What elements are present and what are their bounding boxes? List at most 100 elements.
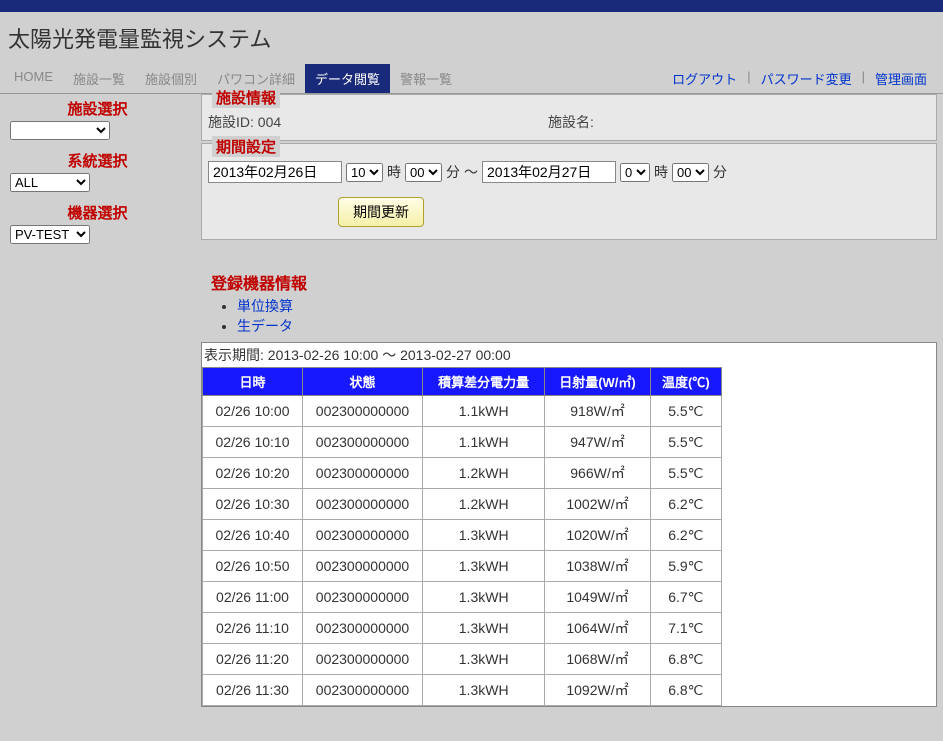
unit-conversion-link[interactable]: 単位換算 [237, 298, 293, 314]
tilde: ～ [464, 162, 478, 182]
table-cell: 7.1℃ [650, 613, 721, 644]
table-cell: 5.5℃ [650, 396, 721, 427]
end-date-input[interactable] [482, 161, 616, 183]
table-cell: 002300000000 [303, 582, 423, 613]
table-cell: 002300000000 [303, 644, 423, 675]
table-cell: 6.2℃ [650, 520, 721, 551]
table-cell: 002300000000 [303, 427, 423, 458]
table-cell: 002300000000 [303, 551, 423, 582]
table-cell: 02/26 11:00 [203, 582, 303, 613]
table-cell: 1068W/㎡ [545, 644, 650, 675]
table-cell: 002300000000 [303, 489, 423, 520]
table-cell: 02/26 11:20 [203, 644, 303, 675]
table-cell: 6.2℃ [650, 489, 721, 520]
table-cell: 1.1kWH [423, 396, 545, 427]
nav-data-view[interactable]: データ閲覧 [305, 64, 390, 93]
period-update-button[interactable]: 期間更新 [338, 197, 424, 227]
table-cell: 1.3kWH [423, 520, 545, 551]
table-cell: 002300000000 [303, 613, 423, 644]
table-row: 02/26 10:500023000000001.3kWH1038W/㎡5.9℃ [203, 551, 722, 582]
table-cell: 002300000000 [303, 396, 423, 427]
table-cell: 5.5℃ [650, 427, 721, 458]
facility-select[interactable] [10, 121, 110, 140]
table-cell: 5.5℃ [650, 458, 721, 489]
table-cell: 1002W/㎡ [545, 489, 650, 520]
start-min-select[interactable]: 00 [405, 163, 442, 182]
table-cell: 1092W/㎡ [545, 675, 650, 706]
table-cell: 1.3kWH [423, 675, 545, 706]
table-row: 02/26 11:200023000000001.3kWH1068W/㎡6.8℃ [203, 644, 722, 675]
table-row: 02/26 11:100023000000001.3kWH1064W/㎡7.1℃ [203, 613, 722, 644]
table-cell: 02/26 10:30 [203, 489, 303, 520]
facility-select-label: 施設選択 [8, 98, 187, 119]
nav-home[interactable]: HOME [4, 64, 63, 93]
table-cell: 02/26 11:10 [203, 613, 303, 644]
system-select[interactable]: ALL [10, 173, 90, 192]
page-title: 太陽光発電量監視システム [8, 22, 935, 54]
table-header: 温度(℃) [650, 368, 721, 396]
system-select-label: 系統選択 [8, 150, 187, 171]
data-table-wrap: 表示期間: 2013-02-26 10:00 ～ 2013-02-27 00:0… [201, 342, 937, 707]
table-cell: 1020W/㎡ [545, 520, 650, 551]
hour-label: 時 [387, 162, 401, 182]
nav-right: ログアウト | パスワード変更 | 管理画面 [664, 65, 939, 92]
password-change-link[interactable]: パスワード変更 [753, 65, 860, 92]
sidebar: 施設選択 系統選択 ALL 機器選択 PV-TEST [0, 94, 195, 741]
nav-alarm-list[interactable]: 警報一覧 [390, 64, 462, 93]
table-cell: 1.3kWH [423, 582, 545, 613]
table-header: 日時 [203, 368, 303, 396]
table-cell: 02/26 10:10 [203, 427, 303, 458]
table-cell: 1.3kWH [423, 644, 545, 675]
facility-name: 施設名: [548, 112, 594, 132]
admin-link[interactable]: 管理画面 [867, 65, 935, 92]
table-row: 02/26 10:200023000000001.2kWH966W/㎡5.5℃ [203, 458, 722, 489]
table-cell: 966W/㎡ [545, 458, 650, 489]
table-header: 積算差分電力量 [423, 368, 545, 396]
device-select[interactable]: PV-TEST [10, 225, 90, 244]
table-cell: 02/26 10:50 [203, 551, 303, 582]
main-content: 施設情報 施設ID: 004 施設名: 期間設定 10 時 00 [195, 94, 943, 741]
table-header: 状態 [303, 368, 423, 396]
table-header: 日射量(W/㎡) [545, 368, 650, 396]
table-cell: 02/26 11:30 [203, 675, 303, 706]
table-row: 02/26 10:300023000000001.2kWH1002W/㎡6.2℃ [203, 489, 722, 520]
table-cell: 6.7℃ [650, 582, 721, 613]
hour-label-2: 時 [654, 162, 668, 182]
table-cell: 02/26 10:00 [203, 396, 303, 427]
nav-facility-detail[interactable]: 施設個別 [135, 64, 207, 93]
table-cell: 1049W/㎡ [545, 582, 650, 613]
table-cell: 6.8℃ [650, 644, 721, 675]
table-cell: 1038W/㎡ [545, 551, 650, 582]
table-cell: 6.8℃ [650, 675, 721, 706]
top-accent-bar [0, 0, 943, 12]
registered-title: 登録機器情報 [201, 270, 937, 294]
nav-facility-list[interactable]: 施設一覧 [63, 64, 135, 93]
raw-data-link[interactable]: 生データ [237, 318, 293, 334]
table-cell: 002300000000 [303, 458, 423, 489]
min-label-2: 分 [713, 162, 727, 182]
device-select-label: 機器選択 [8, 202, 187, 223]
facility-id: 施設ID: 004 [208, 112, 548, 132]
table-row: 02/26 10:400023000000001.3kWH1020W/㎡6.2℃ [203, 520, 722, 551]
end-min-select[interactable]: 00 [672, 163, 709, 182]
table-row: 02/26 10:100023000000001.1kWH947W/㎡5.5℃ [203, 427, 722, 458]
header: 太陽光発電量監視システム [0, 12, 943, 64]
table-cell: 1.3kWH [423, 613, 545, 644]
table-cell: 947W/㎡ [545, 427, 650, 458]
facility-info-legend: 施設情報 [212, 87, 280, 108]
table-row: 02/26 11:000023000000001.3kWH1049W/㎡6.7℃ [203, 582, 722, 613]
table-cell: 002300000000 [303, 675, 423, 706]
period-legend: 期間設定 [212, 136, 280, 157]
end-hour-select[interactable]: 0 [620, 163, 650, 182]
table-cell: 02/26 10:40 [203, 520, 303, 551]
start-date-input[interactable] [208, 161, 342, 183]
nav-sep: | [747, 65, 750, 92]
table-row: 02/26 11:300023000000001.3kWH1092W/㎡6.8℃ [203, 675, 722, 706]
table-cell: 1.3kWH [423, 551, 545, 582]
table-cell: 1.2kWH [423, 489, 545, 520]
logout-link[interactable]: ログアウト [664, 65, 745, 92]
facility-info-box: 施設情報 施設ID: 004 施設名: [201, 94, 937, 141]
table-cell: 002300000000 [303, 520, 423, 551]
registered-device-section: 登録機器情報 単位換算 生データ 表示期間: 2013-02-26 10:00 … [201, 270, 937, 707]
start-hour-select[interactable]: 10 [346, 163, 383, 182]
